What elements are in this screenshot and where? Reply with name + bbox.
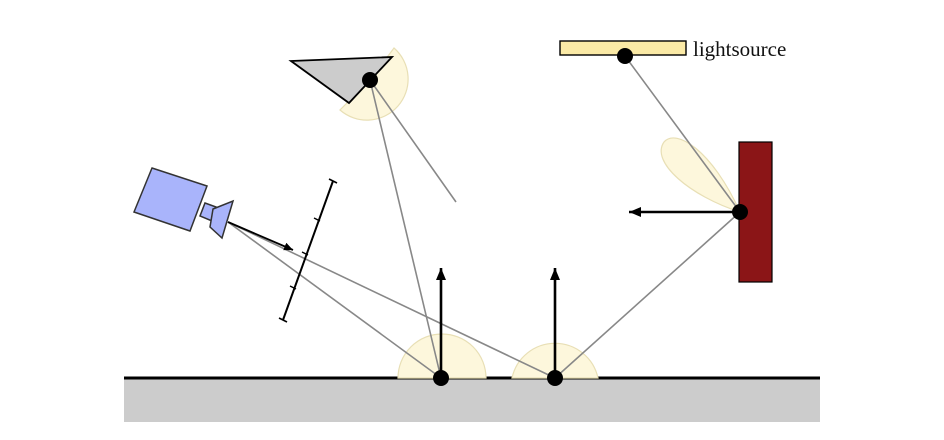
camera-view-arrow	[227, 221, 294, 251]
light-sample-point	[617, 48, 633, 64]
floor-sample-point-right	[547, 370, 563, 386]
ray-camera-floor-left	[227, 221, 442, 379]
wall-sample-point	[732, 204, 748, 220]
ray-camera-floor-right	[227, 221, 556, 379]
ray-wall-floor	[554, 211, 741, 379]
ray-occluder-out	[369, 79, 457, 203]
ray-light-wall	[624, 55, 741, 213]
ray-occluder-floor	[369, 79, 442, 379]
lightsource-label: lightsource	[693, 37, 786, 61]
occluder-sample-point	[362, 72, 378, 88]
wall-lobe	[660, 137, 742, 213]
camera-icon	[133, 167, 235, 240]
floor-surface	[124, 378, 820, 422]
floor-sample-point-left	[433, 370, 449, 386]
image-plane	[278, 178, 338, 323]
